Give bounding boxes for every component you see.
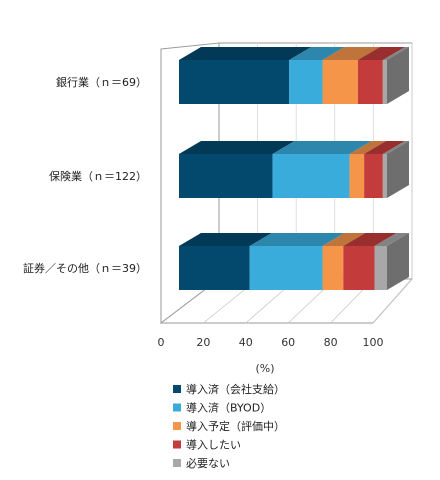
bar-segment: [179, 141, 295, 198]
bar-segment: [357, 47, 405, 104]
bar-front: [382, 154, 387, 198]
bar-front: [364, 154, 383, 198]
legend-swatch: [173, 440, 181, 449]
bar-segment: [179, 47, 312, 104]
gridline: [372, 278, 413, 324]
bar-side: [387, 47, 409, 104]
category-label: 保険業（ｎ＝122）: [49, 169, 147, 183]
bar-side: [387, 141, 409, 198]
bar-front: [322, 60, 358, 104]
category-label: 証券／その他（ｎ＝39）: [23, 261, 147, 275]
legend-item: 導入したい: [173, 438, 241, 452]
legend-label: 導入済（会社支給）: [186, 382, 285, 396]
bar-top: [357, 47, 405, 60]
category-label: 銀行業（ｎ＝69）: [56, 75, 147, 89]
x-tick-label: 40: [239, 336, 253, 349]
bar-top: [272, 141, 372, 154]
bar-front: [322, 246, 344, 290]
x-tick-label: 0: [158, 336, 165, 349]
legend-item: 必要ない: [173, 457, 230, 470]
legend-label: 導入したい: [186, 438, 241, 452]
bar-side: [387, 233, 409, 290]
bar-segment: [179, 233, 272, 290]
bar-top: [364, 141, 405, 154]
legend-item: 導入予定（評価中）: [173, 419, 285, 433]
bar-top: [289, 47, 345, 60]
bar-front: [249, 246, 323, 290]
bar-top: [374, 233, 409, 246]
bars: [179, 47, 409, 290]
legend-label: 導入予定（評価中）: [186, 419, 285, 433]
bar-top: [349, 141, 387, 154]
bar-segment: [382, 141, 409, 198]
bar-front: [179, 246, 250, 290]
bar-front: [349, 154, 365, 198]
legend-label: 必要ない: [186, 457, 230, 470]
legend-item: 導入済（BYOD）: [173, 401, 271, 415]
bar-front: [179, 154, 273, 198]
bar-segment: [272, 141, 372, 198]
bar-top: [382, 47, 409, 60]
bar-front: [357, 60, 383, 104]
bar-segment: [249, 233, 345, 290]
bar-front: [343, 246, 375, 290]
bar-front: [382, 60, 387, 104]
category-labels: 銀行業（ｎ＝69） 保険業（ｎ＝122） 証券／その他（ｎ＝39）: [23, 75, 147, 275]
bar-segment: [343, 233, 397, 290]
bar-top: [179, 233, 272, 246]
bar-front: [374, 246, 387, 290]
bar-segment: [322, 47, 380, 104]
legend-label: 導入済（BYOD）: [186, 401, 271, 415]
x-tick-label: 80: [324, 336, 338, 349]
bar-segment: [289, 47, 345, 104]
bar-top: [249, 233, 345, 246]
bar-top: [322, 47, 380, 60]
legend-swatch: [173, 403, 181, 412]
legend-swatch: [173, 459, 181, 467]
x-tick-labels: 0 20 40 60 80 100: [158, 336, 384, 349]
bar-top: [179, 141, 295, 154]
bar-segment: [382, 47, 409, 104]
bar-segment: [364, 141, 405, 198]
legend-item: 導入済（会社支給）: [173, 382, 285, 396]
x-tick-label: 60: [281, 336, 295, 349]
bar-top: [382, 141, 409, 154]
x-axis-label: (%): [255, 362, 274, 375]
bar-segment: [349, 141, 387, 198]
bar-top: [343, 233, 397, 246]
bar-top: [179, 47, 312, 60]
x-tick-label: 20: [196, 336, 210, 349]
bar-top: [322, 233, 366, 246]
x-tick-label: 100: [363, 336, 384, 349]
bar-front: [179, 60, 290, 104]
bar-segment: [322, 233, 366, 290]
bar-front: [289, 60, 323, 104]
bar-front: [272, 154, 350, 198]
legend-swatch: [173, 422, 181, 430]
bar-segment: [374, 233, 409, 290]
legend-swatch: [173, 385, 181, 393]
